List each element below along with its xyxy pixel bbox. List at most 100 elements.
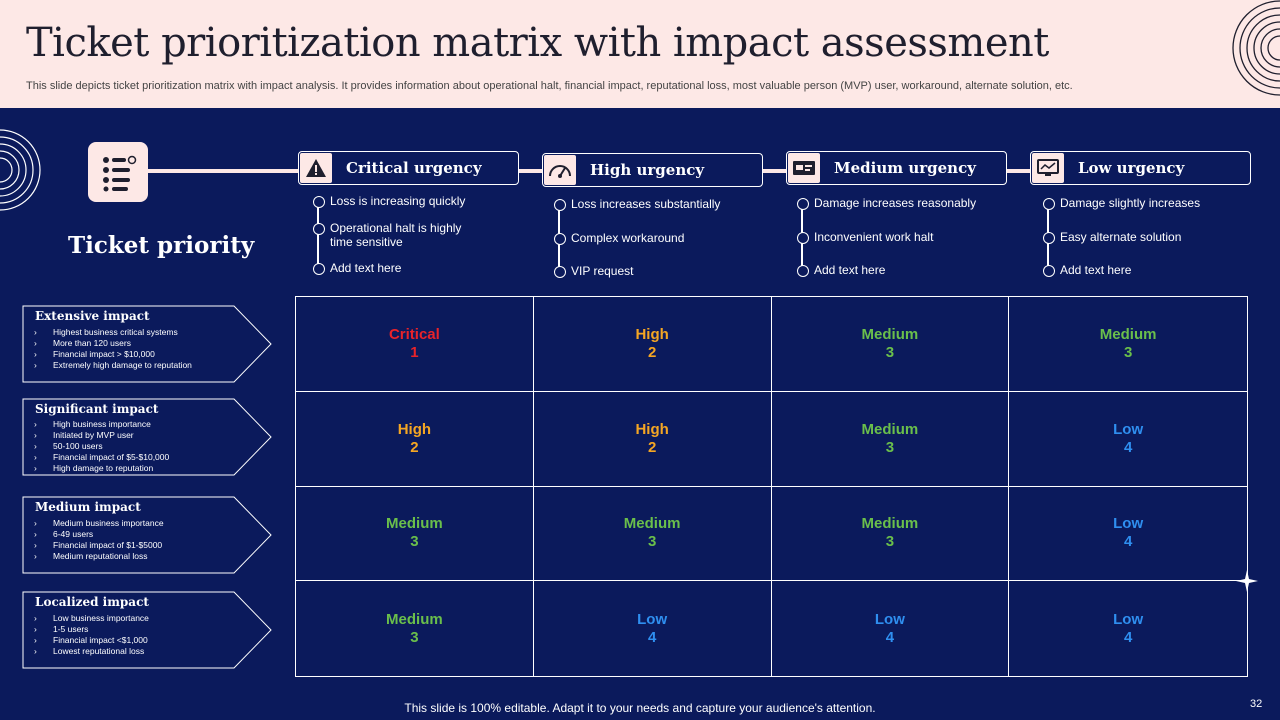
priority-number: 3 [647,533,657,551]
list-item: Initiated by MVP user [34,430,169,441]
urgency-header-critical: Critical urgency [298,151,519,185]
impact-title: Localized impact [35,595,149,609]
list-item: Medium reputational loss [34,551,164,562]
list-item: Damage slightly increases [1043,196,1200,210]
list-item: High business importance [34,419,169,430]
impact-box-medium: Medium impact Medium business importance… [22,496,272,574]
urgency-header-medium: Medium urgency [786,151,1007,185]
priority-label: Medium [861,515,919,533]
list-item: Complex workaround [554,231,684,245]
matrix-cell: Medium 3 [296,581,534,676]
matrix-cell: Critical 1 [296,297,534,392]
urgency-header-high: High urgency [542,153,763,187]
rings-decoration-icon [1232,0,1280,96]
list-item: Financial impact > $10,000 [34,349,192,360]
priority-number: 4 [1123,533,1133,551]
urgency-label: Medium urgency [834,159,976,177]
sparkle-icon [1236,570,1258,592]
priority-label: Low [1113,610,1144,628]
list-item: Inconvenient work halt [797,230,933,244]
urgency-header-low: Low urgency [1030,151,1251,185]
matrix-cell: Medium 3 [296,486,534,582]
list-item: Loss increases substantially [554,197,720,211]
priority-label: Medium [1099,325,1157,343]
list-item: High damage to reputation [34,463,169,474]
impact-title: Extensive impact [35,309,150,323]
priority-number: 3 [1123,343,1133,361]
urgency-label: Low urgency [1078,159,1185,177]
list-item: Lowest reputational loss [34,646,149,657]
priority-label: Low [637,610,668,628]
priority-label: High [397,420,432,438]
priority-label: Medium [623,515,681,533]
list-item: Add text here [313,261,401,275]
priority-matrix: Critical 1 High 2 Medium 3 Medium 3 High 2 High 2 Me… [295,296,1248,677]
priority-label: High [635,420,669,438]
matrix-cell: Low 4 [772,581,1010,676]
impact-title: Significant impact [35,402,159,416]
matrix-cell: Low 4 [534,581,772,676]
page-title: Ticket prioritization matrix with impact… [26,20,1049,66]
warning-icon [300,153,332,183]
checklist-icon [88,142,148,202]
priority-number: 4 [1123,438,1133,456]
priority-number: 3 [410,533,419,551]
footer-note: This slide is 100% editable. Adapt it to… [404,701,876,715]
priority-label: Low [1113,515,1144,533]
priority-number: 4 [647,628,657,646]
list-item: Financial impact <$1,000 [34,635,149,646]
matrix-cell: Medium 3 [771,391,1010,487]
matrix-cell: Low 4 [1009,392,1247,487]
urgency-bullets-medium: Damage increases reasonably Inconvenient… [797,196,997,277]
urgency-bullets-high: Loss increases substantially Complex wor… [554,197,754,278]
list-item: Financial impact of $5-$10,000 [34,452,169,463]
priority-label: Low [1113,420,1144,438]
priority-number: 3 [885,533,895,551]
matrix-cell: Medium 3 [771,297,1010,392]
list-item: 6-49 users [34,529,164,540]
priority-number: 2 [647,438,657,456]
priority-number: 2 [410,438,419,456]
matrix-cell: High 2 [296,391,534,487]
urgency-bullets-critical: Loss is increasing quickly Operational h… [313,194,513,275]
impact-box-localized: Localized impact Low business importance… [22,591,272,669]
matrix-cell: Low 4 [1009,581,1247,676]
list-item: Easy alternate solution [1043,230,1181,244]
matrix-cell: Medium 3 [1009,297,1247,392]
list-item: VIP request [554,264,633,278]
priority-number: 3 [885,343,895,361]
priority-label: Critical [388,325,440,343]
matrix-cell: Medium 3 [771,486,1010,582]
matrix-cell: Low 4 [1009,487,1247,582]
list-item: Medium business importance [34,518,164,529]
list-item: 1-5 users [34,624,149,635]
list-item: Low business importance [34,613,149,624]
priority-number: 4 [1123,628,1133,646]
list-item: Highest business critical systems [34,327,192,338]
page-number: 32 [1250,698,1263,710]
ticket-priority-label: Ticket priority [68,232,255,259]
urgency-bullets-low: Damage slightly increases Easy alternate… [1043,196,1243,277]
card-icon [788,153,820,183]
priority-label: Medium [386,515,443,533]
matrix-cell: High 2 [533,391,772,487]
urgency-label: Critical urgency [346,159,482,177]
monitor-icon [1032,153,1064,183]
impact-title: Medium impact [35,500,141,514]
matrix-cell: High 2 [533,297,772,392]
priority-label: Low [874,610,905,628]
rings-decoration-left-icon [0,129,41,211]
priority-number: 2 [647,343,657,361]
urgency-label: High urgency [590,161,705,179]
list-item: Loss is increasing quickly [313,194,465,208]
list-item: 50-100 users [34,441,169,452]
list-item-continuation: time sensitive [330,235,403,249]
matrix-cell: Medium 3 [533,486,772,582]
list-item: Extremely high damage to reputation [34,360,192,371]
gauge-icon [544,155,576,185]
list-item: Add text here [797,263,885,277]
list-item: Operational halt is highly [313,221,461,235]
list-item: Add text here [1043,263,1131,277]
priority-number: 1 [410,343,419,361]
priority-label: Medium [861,420,919,438]
